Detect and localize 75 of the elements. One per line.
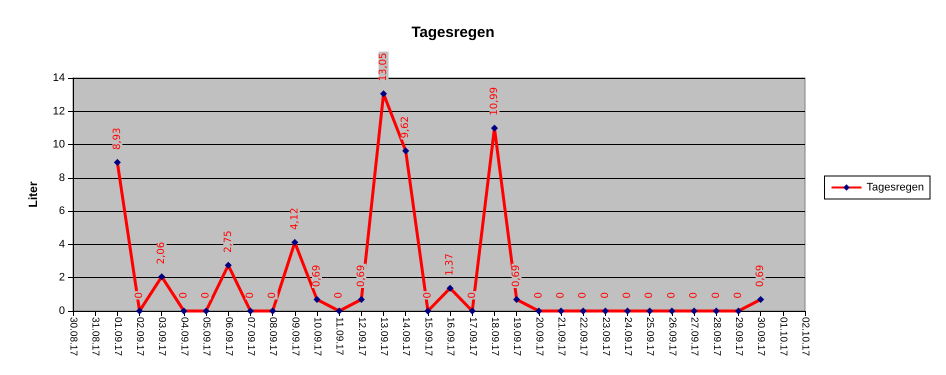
y-tick-label: 2: [58, 272, 65, 284]
y-tick-label: 6: [58, 205, 65, 218]
data-label: 9,62: [400, 116, 412, 138]
data-label: 0: [244, 292, 256, 298]
x-tick-label: 06.09.17: [222, 317, 234, 356]
x-tick-label: 13.09.17: [378, 317, 390, 356]
x-tick-label: 15.09.17: [422, 317, 434, 356]
data-label: 0: [710, 292, 722, 298]
x-tick-label: 02.10.17: [800, 317, 810, 356]
x-tick-label: 25.09.17: [644, 317, 656, 356]
data-label: 2,75: [222, 230, 234, 253]
data-label: 0,69: [312, 264, 322, 288]
x-tick-label: 24.09.17: [622, 317, 634, 356]
y-tick-label: 8: [58, 172, 65, 184]
x-tick-label: 05.09.17: [200, 317, 212, 356]
data-label: 0,69: [511, 264, 522, 288]
data-label: 0: [732, 292, 744, 298]
x-tick-label: 14.09.17: [400, 317, 412, 356]
data-label: 0: [622, 292, 634, 298]
x-tick-label: 18.09.17: [488, 317, 500, 356]
data-label: 0: [466, 292, 478, 298]
data-label: 13,05: [378, 52, 390, 82]
y-tick-label: 14: [52, 72, 65, 84]
x-tick-label: 02.09.17: [134, 317, 146, 356]
data-label: 0: [600, 292, 611, 298]
data-label: 2,06: [156, 242, 168, 264]
y-tick-label: 10: [52, 138, 65, 151]
x-tick-label: 01.09.17: [112, 317, 123, 356]
data-label: 0,69: [755, 264, 766, 288]
x-tick-label: 22.09.17: [578, 317, 589, 356]
data-label: 0: [578, 292, 589, 298]
data-label: 0: [267, 292, 278, 298]
chart-title: Tagesregen: [411, 24, 495, 41]
x-tick-label: 21.09.17: [556, 317, 566, 356]
x-tick-label: 23.09.17: [600, 317, 611, 356]
x-tick-label: 27.09.17: [688, 317, 700, 356]
data-label: 0: [556, 292, 566, 298]
y-axis-title: Liter: [26, 181, 40, 208]
y-tick-label: 0: [58, 305, 65, 317]
x-tick-label: 29.09.17: [732, 317, 744, 356]
x-tick-label: 30.08.17: [68, 317, 78, 356]
y-tick-label: 4: [58, 238, 65, 250]
x-tick-label: 12.09.17: [356, 317, 367, 356]
x-tick-label: 07.09.17: [244, 317, 256, 356]
data-label: 4,12: [289, 208, 300, 230]
x-tick-label: 04.09.17: [178, 317, 190, 356]
data-label: 0: [178, 292, 190, 298]
data-label: 0: [688, 292, 700, 298]
data-label: 0: [200, 292, 212, 298]
data-label: 10,99: [488, 86, 500, 116]
x-tick-label: 01.10.17: [777, 317, 788, 356]
x-tick-label: 28.09.17: [710, 317, 722, 356]
data-label: 8,93: [112, 128, 123, 150]
data-label: 0: [422, 292, 434, 298]
data-label: 1,37: [444, 253, 456, 276]
x-tick-label: 03.09.17: [156, 317, 168, 356]
data-label: 0: [334, 292, 345, 298]
y-tick-label: 12: [52, 105, 65, 118]
x-tick-label: 31.08.17: [90, 317, 101, 356]
x-tick-label: 20.09.17: [533, 317, 544, 356]
x-tick-label: 10.09.17: [312, 317, 322, 356]
data-label: 0: [533, 292, 544, 298]
x-tick-label: 08.09.17: [267, 317, 278, 356]
x-tick-label: 09.09.17: [289, 317, 300, 356]
x-tick-label: 16.09.17: [444, 317, 456, 356]
x-tick-label: 17.09.17: [466, 317, 478, 356]
x-tick-label: 26.09.17: [666, 317, 678, 356]
data-label: 0: [666, 292, 678, 298]
legend-label: Tagesregen: [866, 182, 924, 194]
data-label: 0: [644, 292, 656, 298]
x-tick-label: 11.09.17: [334, 317, 345, 356]
data-label: 0,69: [356, 264, 367, 288]
x-tick-label: 19.09.17: [511, 317, 522, 356]
x-tick-label: 30.09.17: [755, 317, 766, 356]
data-label: 0: [134, 292, 146, 298]
